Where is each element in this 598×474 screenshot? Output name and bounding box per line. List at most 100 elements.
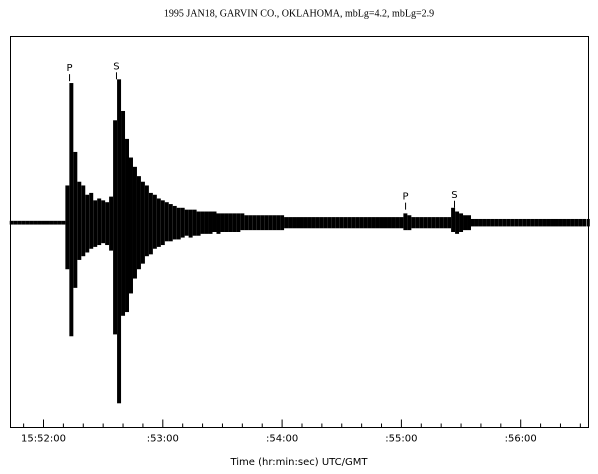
waveform-sample: [451, 207, 456, 232]
waveform-sample: [367, 217, 372, 229]
waveform-sample: [212, 211, 217, 232]
waveform-sample: [319, 217, 324, 229]
x-tick-label: :54:00: [266, 434, 298, 445]
waveform-sample: [101, 200, 106, 244]
waveform-sample: [9, 220, 14, 225]
waveform-sample: [383, 217, 388, 229]
waveform-sample: [172, 205, 177, 240]
waveform-sample: [244, 215, 249, 231]
waveform-sample: [327, 217, 332, 229]
waveform-sample: [224, 213, 229, 232]
waveform-sample: [248, 215, 253, 231]
waveform-sample: [45, 220, 50, 225]
waveform-sample: [188, 209, 193, 238]
phase-label: S: [113, 61, 119, 72]
waveform-sample: [17, 220, 22, 225]
waveform-sample: [518, 218, 523, 227]
waveform-sample: [69, 83, 74, 337]
waveform-sample: [208, 211, 213, 234]
waveform-sample: [363, 217, 368, 229]
waveform-sample: [184, 209, 189, 236]
waveform-sample: [117, 79, 122, 404]
waveform-sample: [121, 110, 126, 316]
waveform-sample: [61, 220, 66, 225]
waveform-sample: [554, 218, 559, 227]
waveform-sample: [93, 200, 98, 247]
waveform-sample: [586, 218, 590, 227]
waveform-sample: [391, 217, 396, 229]
waveform-sample: [236, 213, 241, 232]
waveform-sample: [423, 217, 428, 229]
x-tick-label: :53:00: [147, 434, 179, 445]
waveform-sample: [359, 217, 364, 229]
waveform-sample: [113, 120, 118, 335]
waveform-sample: [582, 218, 587, 227]
waveform-sample: [419, 217, 424, 229]
waveform-sample: [105, 202, 110, 246]
waveform-sample: [395, 217, 400, 229]
waveform-sample: [296, 217, 300, 229]
waveform-sample: [502, 218, 507, 227]
waveform-sample: [272, 215, 277, 231]
x-tick-label: 15:52:00: [21, 434, 66, 445]
waveform-sample: [148, 192, 153, 255]
waveform-sample: [415, 217, 420, 229]
waveform-sample: [280, 215, 285, 231]
waveform-sample: [403, 213, 408, 231]
waveform-sample: [33, 220, 38, 225]
waveform-sample: [196, 211, 201, 236]
phase-label: P: [67, 63, 73, 74]
waveform-sample: [522, 218, 527, 227]
waveform-sample: [558, 218, 563, 227]
waveform-sample: [260, 215, 265, 231]
waveform-sample: [73, 151, 78, 288]
waveform-sample: [53, 220, 58, 225]
waveform-sample: [331, 217, 336, 229]
waveform-sample: [180, 207, 185, 238]
waveform-sample: [375, 217, 380, 229]
waveform-sample: [21, 220, 26, 225]
waveform-sample: [176, 207, 181, 240]
waveform-sample: [411, 217, 416, 229]
waveform-sample: [29, 220, 34, 225]
waveform-sample: [129, 157, 133, 294]
waveform-sample: [252, 215, 257, 231]
waveform-sample: [81, 185, 86, 257]
waveform-sample: [343, 217, 348, 229]
chart-title: 1995 JAN18, GARVIN CO., OKLAHOMA, mbLg=4…: [164, 8, 434, 19]
waveform-sample: [220, 213, 225, 232]
waveform-sample: [379, 217, 384, 229]
x-axis-label: Time (hr:min:sec) UTC/GMT: [229, 457, 368, 468]
waveform-sample: [355, 217, 360, 229]
waveform-sample: [439, 217, 444, 229]
waveform-sample: [160, 200, 165, 246]
waveform-sample: [49, 220, 54, 225]
waveform-sample: [474, 218, 479, 227]
waveform-sample: [538, 218, 543, 227]
waveform-sample: [494, 218, 499, 227]
waveform-sample: [550, 218, 555, 227]
waveform-sample: [387, 217, 392, 229]
waveform-sample: [478, 218, 483, 227]
waveform-sample: [463, 215, 468, 231]
waveform-sample: [431, 217, 436, 229]
waveform-sample: [435, 217, 440, 229]
waveform-sample: [542, 218, 547, 227]
waveform-sample: [335, 217, 340, 229]
waveform-sample: [41, 220, 46, 225]
waveform-sample: [315, 217, 320, 229]
waveform-sample: [13, 220, 18, 225]
waveform-sample: [152, 194, 157, 249]
waveform-sample: [427, 217, 432, 229]
waveform-sample: [125, 138, 130, 313]
waveform-sample: [168, 204, 173, 242]
waveform-sample: [498, 218, 503, 227]
waveform-sample: [156, 198, 161, 247]
waveform-sample: [288, 217, 293, 229]
waveform-sample: [562, 218, 567, 227]
waveform-sample: [164, 202, 169, 242]
waveform-sample: [339, 217, 344, 229]
waveform-sample: [89, 192, 94, 249]
waveform-sample: [490, 218, 495, 227]
